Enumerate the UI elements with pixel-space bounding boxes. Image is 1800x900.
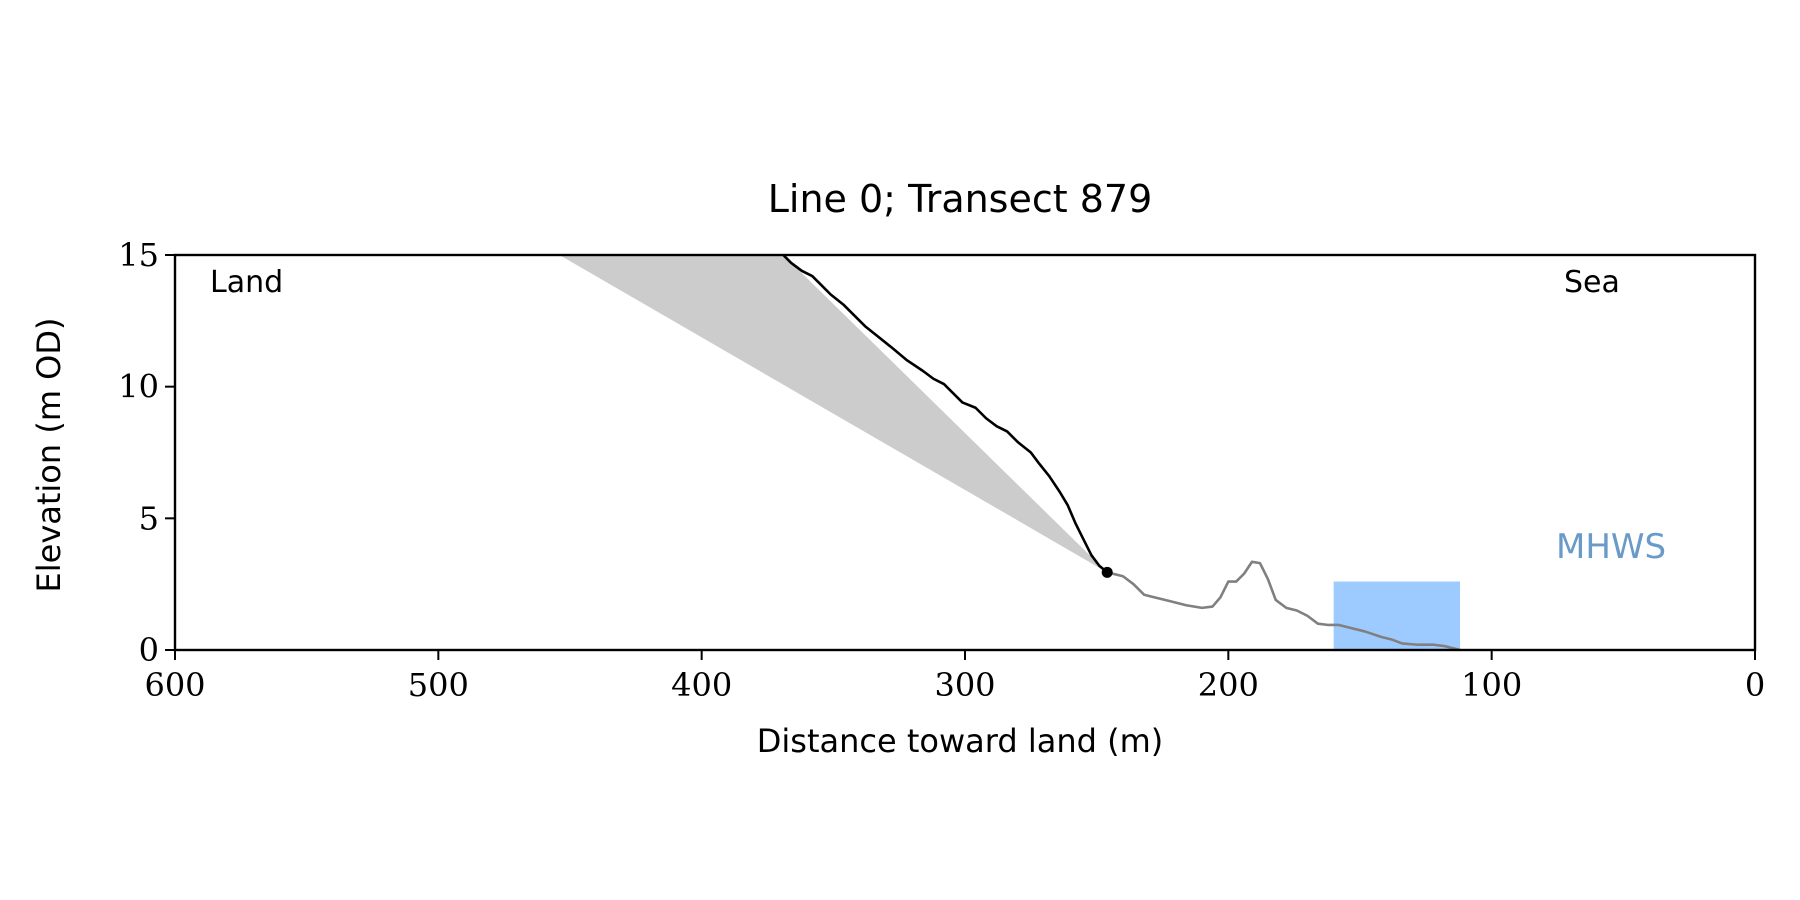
cliff-toe-point [1101, 566, 1113, 578]
x-tick-label: 500 [408, 666, 469, 704]
mhws-annotation: MHWS [1556, 527, 1666, 567]
x-tick-label: 100 [1461, 666, 1522, 704]
x-tick-label: 0 [1745, 666, 1765, 704]
y-tick-label: 10 [118, 368, 159, 406]
chart-title: Line 0; Transect 879 [768, 177, 1153, 221]
beach-profile-line [1106, 560, 1461, 652]
plot-area: 600 500 400 300 200 100 0 0 5 10 15 [118, 236, 1765, 704]
x-tick-label: 300 [934, 666, 995, 704]
sea-annotation: Sea [1564, 265, 1620, 300]
mhws-box [1333, 581, 1461, 650]
cliff-profile-line [782, 254, 1109, 574]
shaded-wedge [559, 255, 1108, 573]
x-tick-label: 400 [671, 666, 732, 704]
y-tick-label: 5 [139, 499, 159, 537]
y-tick-label: 0 [139, 631, 159, 669]
x-tick-label: 600 [144, 666, 205, 704]
x-axis-label: Distance toward land (m) [757, 722, 1163, 760]
land-annotation: Land [210, 265, 283, 300]
x-tick-label: 200 [1198, 666, 1259, 704]
y-tick-label: 15 [118, 236, 159, 274]
y-axis-label: Elevation (m OD) [30, 318, 68, 593]
